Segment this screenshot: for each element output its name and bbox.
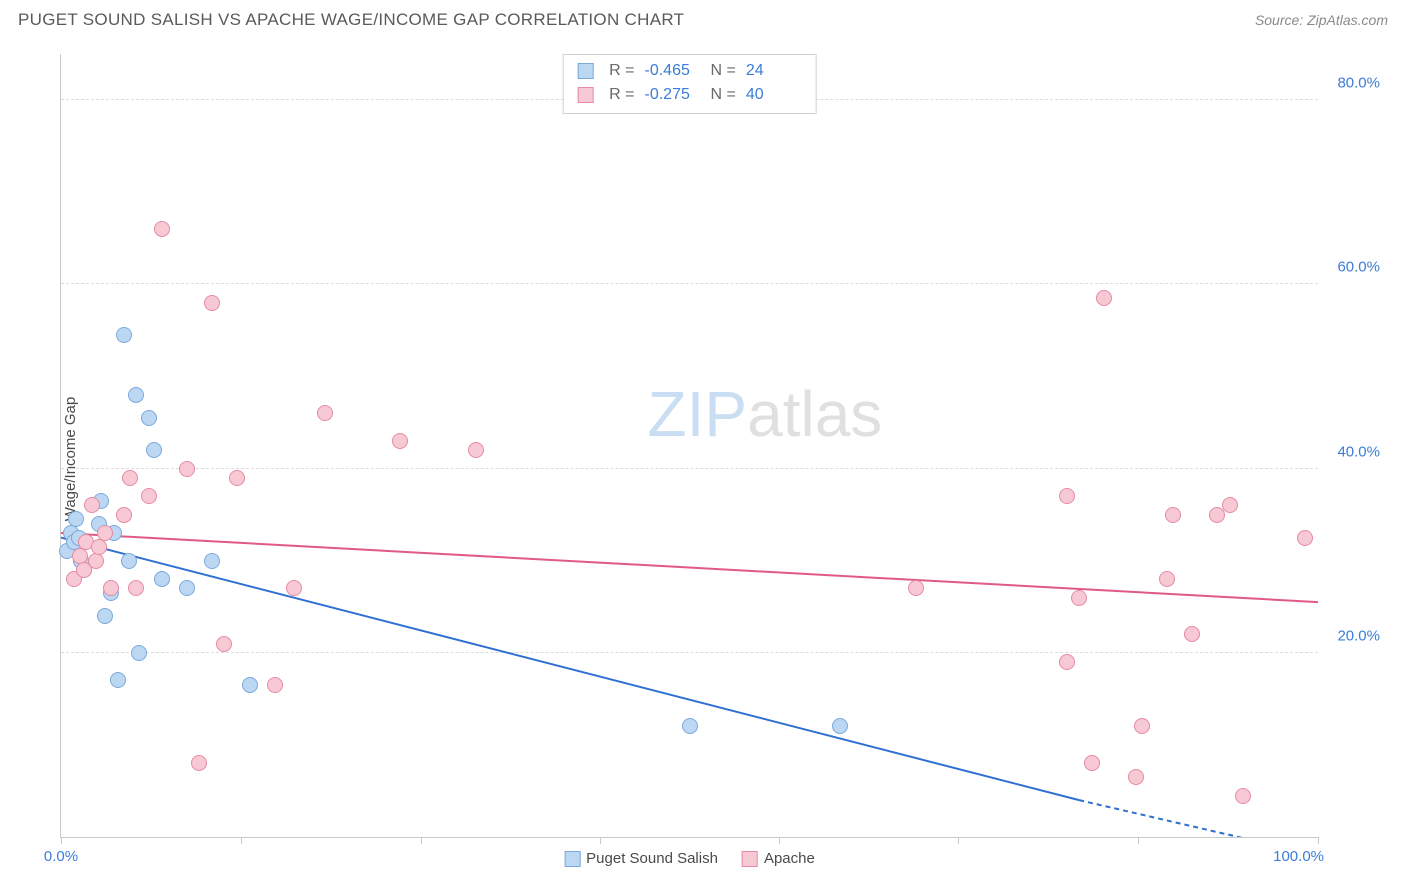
data-point (1059, 488, 1075, 504)
data-point (286, 580, 302, 596)
data-point (122, 470, 138, 486)
data-point (204, 553, 220, 569)
x-tick-label: 0.0% (44, 848, 78, 865)
data-point (1222, 497, 1238, 513)
data-point (832, 718, 848, 734)
correlation-row: R =-0.465N =24 (577, 59, 802, 83)
data-point (116, 327, 132, 343)
data-point (1059, 654, 1075, 670)
data-point (128, 387, 144, 403)
gridline (61, 283, 1318, 284)
data-point (103, 580, 119, 596)
y-tick-label: 80.0% (1324, 75, 1380, 92)
data-point (1128, 769, 1144, 785)
data-point (84, 497, 100, 513)
x-tick (958, 837, 959, 844)
swatch-icon (577, 87, 593, 103)
x-tick-label: 100.0% (1268, 848, 1324, 865)
data-point (1134, 718, 1150, 734)
data-point (216, 636, 232, 652)
data-point (317, 405, 333, 421)
data-point (1235, 788, 1251, 804)
data-point (91, 539, 107, 555)
data-point (468, 442, 484, 458)
data-point (97, 525, 113, 541)
data-point (88, 553, 104, 569)
legend-item: Puget Sound Salish (564, 850, 718, 867)
gridline (61, 468, 1318, 469)
data-point (1071, 590, 1087, 606)
data-point (267, 677, 283, 693)
swatch-icon (577, 63, 593, 79)
correlation-legend: R =-0.465N =24R =-0.275N =40 (562, 54, 817, 114)
data-point (242, 677, 258, 693)
data-point (141, 488, 157, 504)
data-point (154, 221, 170, 237)
data-point (179, 461, 195, 477)
watermark: ZIPatlas (648, 377, 883, 451)
data-point (682, 718, 698, 734)
data-point (1084, 755, 1100, 771)
x-tick (600, 837, 601, 844)
data-point (1165, 507, 1181, 523)
x-tick (421, 837, 422, 844)
legend-item: Apache (742, 850, 815, 867)
data-point (110, 672, 126, 688)
data-point (204, 295, 220, 311)
chart-container: Wage/Income Gap ZIPatlas R =-0.465N =24R… (18, 44, 1388, 874)
data-point (128, 580, 144, 596)
data-point (179, 580, 195, 596)
y-tick-label: 60.0% (1324, 259, 1380, 276)
x-tick (1138, 837, 1139, 844)
data-point (392, 433, 408, 449)
y-tick-label: 20.0% (1324, 627, 1380, 644)
swatch-icon (742, 851, 758, 867)
correlation-row: R =-0.275N =40 (577, 83, 802, 107)
data-point (141, 410, 157, 426)
source-label: Source: ZipAtlas.com (1255, 12, 1388, 28)
x-tick (61, 837, 62, 844)
data-point (146, 442, 162, 458)
x-tick (779, 837, 780, 844)
data-point (229, 470, 245, 486)
x-tick (241, 837, 242, 844)
data-point (154, 571, 170, 587)
swatch-icon (564, 851, 580, 867)
data-point (1096, 290, 1112, 306)
x-tick (1318, 837, 1319, 844)
plot-area: ZIPatlas R =-0.465N =24R =-0.275N =40 Pu… (60, 54, 1318, 838)
data-point (1297, 530, 1313, 546)
data-point (131, 645, 147, 661)
y-tick-label: 40.0% (1324, 443, 1380, 460)
data-point (97, 608, 113, 624)
data-point (68, 511, 84, 527)
data-point (908, 580, 924, 596)
series-legend: Puget Sound Salish Apache (564, 850, 815, 867)
data-point (191, 755, 207, 771)
data-point (116, 507, 132, 523)
chart-title: PUGET SOUND SALISH VS APACHE WAGE/INCOME… (18, 10, 684, 30)
data-point (1159, 571, 1175, 587)
data-point (1184, 626, 1200, 642)
gridline (61, 652, 1318, 653)
data-point (121, 553, 137, 569)
